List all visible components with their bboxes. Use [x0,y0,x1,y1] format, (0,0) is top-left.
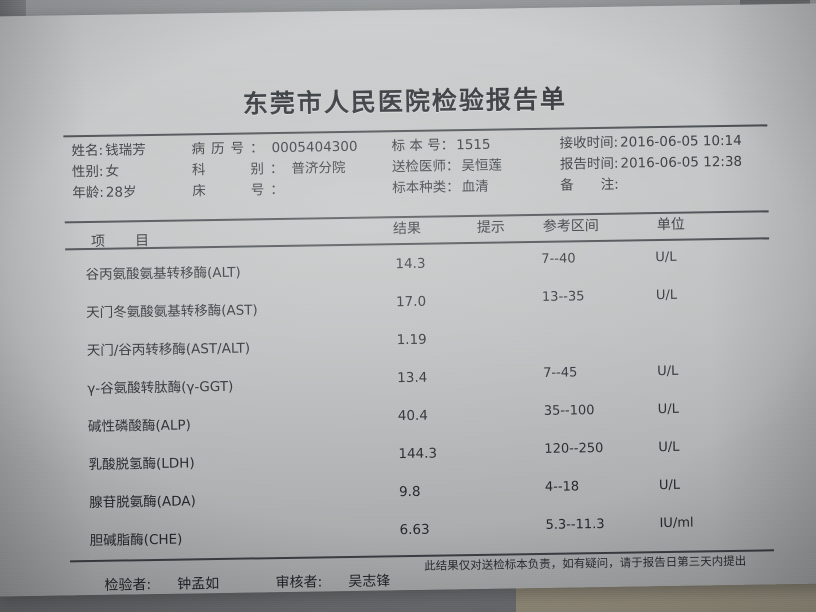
tester-label: 检验者: [104,577,152,594]
gender-field: 性别: 女 [72,160,192,183]
tester-value: 钟孟如 [177,576,220,593]
row-reference-range: 35--100 [543,403,595,419]
patient-name-label: 姓名: [71,142,104,160]
tester-field: 检验者: 钟孟如 [104,576,245,594]
record-no-value: 0005404300 [271,138,358,157]
report-time-label: 报告时间: [559,155,619,173]
column-header-reference: 参考区间 [542,217,599,235]
specimen-no-label: 标 本 号： [391,137,455,155]
bed-no-label: 床 号： [192,181,290,200]
department-label: 科 别： [191,160,290,179]
gender-value: 女 [105,163,120,180]
row-item-name: 胆碱脂酶(CHE) [89,531,183,550]
row-unit: U/L [657,401,680,418]
row-reference-range: 4--18 [544,479,580,495]
patient-info-block: 姓名: 钱瑞芳 病历号： 0005404300 标 本 号： 1515 接收时间: 20… [71,130,764,204]
patient-name-field: 姓名: 钱瑞芳 [71,139,191,162]
specimen-no-value: 1515 [456,136,491,154]
row-unit: U/L [655,249,677,266]
row-result-value: 14.3 [395,255,426,273]
row-item-name: 碱性磷酸酶(ALP) [87,417,192,436]
row-unit: IU/ml [659,515,694,532]
row-reference-range: 120--250 [544,440,604,457]
results-table: 谷丙氨酸氨基转移酶(ALT) 14.3 7--40 U/L 天门冬氨酸氨基转移酶… [73,244,770,559]
remark-label: 备 注: [560,176,619,194]
row-item-name: 乳酸脱氢酶(LDH) [88,455,195,474]
department-value: 普济分院 [291,159,346,177]
specimen-type-value: 血清 [461,178,489,196]
row-item-name: 天门/谷丙转移酶(AST/ALT) [86,340,251,360]
row-item-name: 腺苷脱氨酶(ADA) [89,493,196,512]
row-result-value: 9.8 [398,483,421,501]
age-label: 年龄: [72,184,104,202]
row-unit: U/L [657,363,679,380]
row-reference-range: 7--45 [543,365,578,381]
report-paper: 东莞市人民医院检验报告单 姓名: 钱瑞芳 病历号： 0005404300 标 本 号… [0,3,816,597]
doctor-value: 吴恒莲 [461,157,503,175]
row-reference-range: 7--40 [541,251,576,267]
row-result-value: 13.4 [397,369,428,387]
column-header-flag: 提示 [476,219,505,236]
row-unit: U/L [655,287,678,304]
row-result-value: 1.19 [396,331,427,349]
age-field: 年龄: 28岁 [72,181,192,204]
report-time-value: 2016-06-05 12:38 [620,153,743,172]
row-result-value: 6.63 [399,521,430,539]
doctor-field: 送检医师： 吴恒莲 [392,155,560,179]
received-time-value: 2016-06-05 10:14 [619,132,742,151]
reviewer-label: 审核者: [275,574,323,592]
doctor-label: 送检医师： [391,158,460,176]
report-content: 东莞市人民医院检验报告单 姓名: 钱瑞芳 病历号： 0005404300 标 本 号… [0,4,816,597]
row-item-name: 天门冬氨酸氨基转移酶(AST) [86,302,258,322]
row-unit: U/L [658,477,681,494]
row-result-value: 40.4 [397,407,429,425]
reviewer-field: 审核者: 吴志锋 [275,573,416,591]
row-item-name: 谷丙氨酸氨基转移酶(ALT) [85,264,241,284]
age-value: 28岁 [105,184,137,201]
row-unit: U/L [658,439,680,456]
row-result-value: 144.3 [398,445,438,463]
gender-label: 性别: [71,163,104,181]
row-item-name: γ-谷氨酸转肽酶(γ-GGT) [87,378,234,398]
specimen-type-label: 标本种类： [392,179,460,197]
remark-field: 备 注: [560,172,764,196]
specimen-type-field: 标本种类： 血清 [392,176,560,200]
column-header-unit: 单位 [656,216,685,234]
received-time-label: 接收时间: [559,134,619,152]
specimen-no-field: 标 本 号： 1515 [391,134,559,158]
row-result-value: 17.0 [395,293,427,311]
row-reference-range: 5.3--11.3 [545,516,605,533]
column-header-result: 结果 [392,220,422,238]
row-reference-range: 13--35 [541,289,585,305]
bed-no-field: 床 号： [192,178,392,202]
page-title: 东莞市人民医院检验报告单 [242,84,568,119]
patient-name-value: 钱瑞芳 [105,142,146,159]
record-no-label: 病历号： [191,140,270,158]
reviewer-value: 吴志锋 [348,573,391,590]
